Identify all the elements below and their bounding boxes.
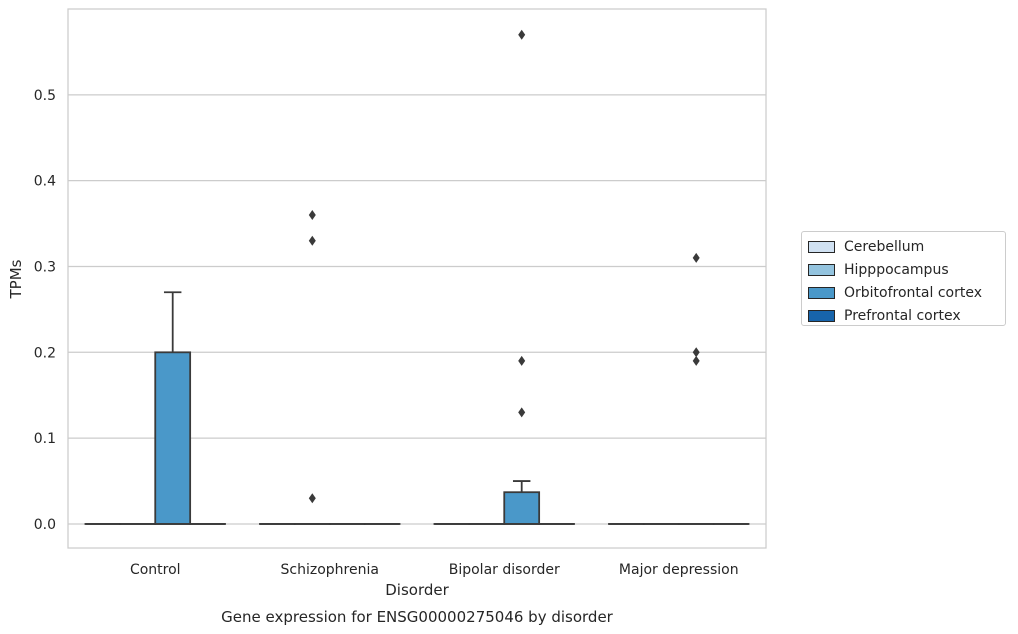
legend-label: Orbitofrontal cortex — [844, 284, 982, 301]
boxes — [84, 29, 750, 525]
box-orbitofrontal-cortex — [154, 291, 192, 525]
outlier-point — [308, 493, 316, 504]
y-tick-label: 0.5 — [34, 88, 56, 104]
legend-swatch — [808, 263, 835, 276]
outlier-point — [692, 355, 700, 366]
x-axis-title: Disorder — [385, 581, 449, 599]
legend-label: Cerebellum — [844, 238, 925, 255]
y-axis-title: TPMs — [7, 259, 25, 299]
outlier-point — [692, 347, 700, 358]
outlier-point — [692, 252, 700, 263]
chart-caption: Gene expression for ENSG00000275046 by d… — [221, 608, 614, 626]
legend: Cerebellum Hipppocampus Orbitofrontal co… — [801, 231, 1006, 326]
y-tick-labels: 0.0 0.1 0.2 0.3 0.4 0.5 — [34, 88, 56, 533]
x-tick-labels: Control Schizophrenia Bipolar disorder Majo… — [130, 562, 739, 578]
outlier-point — [518, 29, 526, 40]
y-tick-label: 0.3 — [34, 259, 56, 275]
y-tick-label: 0.0 — [34, 517, 56, 533]
box-orbitofrontal-cortex — [677, 252, 715, 525]
legend-item-hippocampus: Hipppocampus — [808, 258, 1005, 281]
x-tick-label: Schizophrenia — [281, 562, 379, 578]
legend-label: Hipppocampus — [844, 261, 949, 278]
legend-swatch — [808, 240, 835, 253]
y-tick-label: 0.1 — [34, 431, 56, 447]
legend-swatch — [808, 286, 835, 299]
y-tick-label: 0.4 — [34, 174, 56, 190]
box-body — [154, 351, 192, 525]
legend-label: Prefrontal cortex — [844, 307, 961, 324]
box-orbitofrontal-cortex — [503, 29, 541, 525]
y-tick-label: 0.2 — [34, 345, 56, 361]
legend-item-cerebellum: Cerebellum — [808, 235, 1005, 258]
x-tick-label: Bipolar disorder — [449, 562, 560, 578]
plot-area-frame — [67, 8, 767, 549]
box-hipppocampus — [293, 209, 331, 525]
legend-swatch — [808, 309, 835, 322]
box-body — [503, 491, 541, 525]
legend-item-prefrontal-cortex: Prefrontal cortex — [808, 304, 1005, 327]
x-tick-label: Control — [130, 562, 181, 578]
outlier-point — [518, 355, 526, 366]
outlier-point — [308, 235, 316, 246]
outlier-point — [518, 407, 526, 418]
x-tick-label: Major depression — [619, 562, 739, 578]
outlier-point — [308, 209, 316, 220]
legend-item-orbitofrontal-cortex: Orbitofrontal cortex — [808, 281, 1005, 304]
